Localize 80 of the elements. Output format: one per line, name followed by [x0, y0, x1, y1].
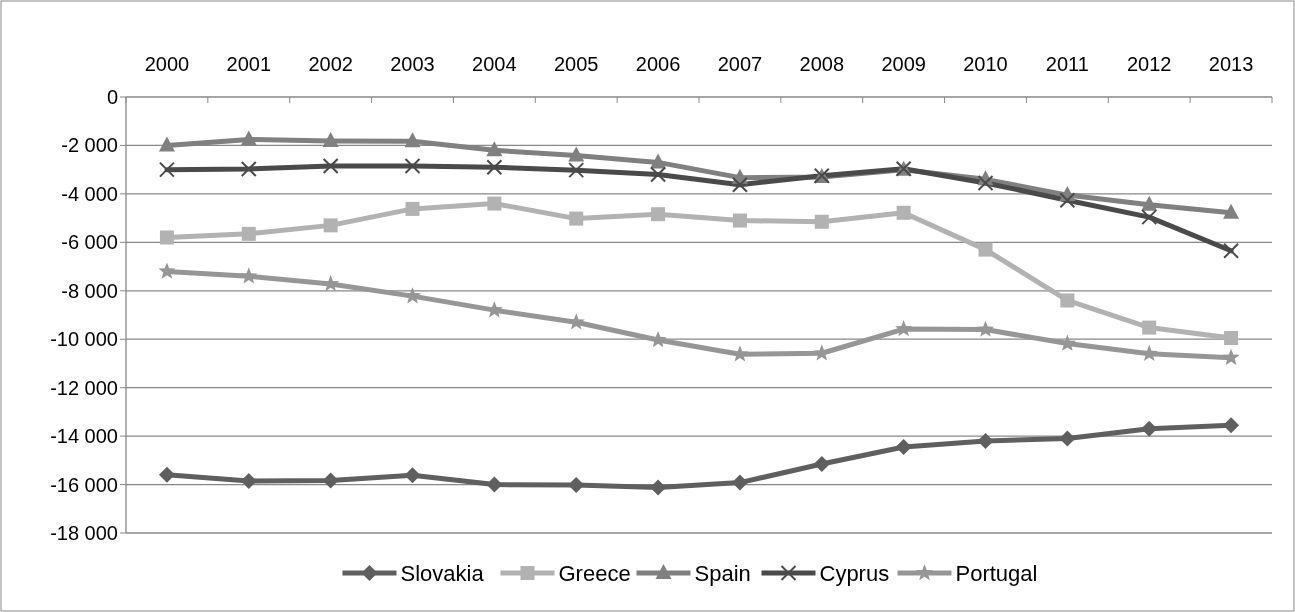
legend-label: Slovakia [400, 560, 485, 586]
point [650, 153, 667, 169]
point [322, 472, 339, 489]
point [650, 166, 667, 183]
point [568, 146, 585, 162]
point [731, 176, 748, 193]
point [1141, 195, 1158, 211]
point [1059, 192, 1076, 209]
x-tick-label: 2011 [1045, 53, 1089, 75]
point [486, 141, 503, 157]
x-tick-label: 2012 [1126, 53, 1172, 75]
y-tick-label: -10 000 [50, 328, 118, 351]
point [568, 162, 585, 179]
y-tick-label: -8 000 [61, 279, 118, 302]
point [895, 320, 913, 337]
point [405, 201, 420, 216]
legend-label: Portugal [955, 560, 1038, 586]
point [240, 130, 257, 146]
x-tick-label: 2001 [226, 53, 272, 75]
point [1060, 293, 1075, 308]
y-tick-label: -2 000 [61, 134, 118, 157]
point [1223, 417, 1240, 434]
point [1059, 430, 1076, 447]
point [159, 230, 174, 245]
point [1224, 331, 1239, 346]
point [1223, 242, 1240, 259]
point [158, 136, 175, 152]
x-tick-label: 2007 [717, 53, 763, 75]
y-tick-label: 0 [106, 86, 118, 108]
y-tick-label: -4 000 [61, 182, 118, 205]
y-tick-label: -16 000 [50, 473, 118, 496]
point [977, 432, 994, 449]
x-tick-label: 2013 [1208, 53, 1254, 75]
point [404, 158, 421, 175]
point [322, 158, 339, 175]
point [895, 439, 912, 456]
x-tick-label: 2000 [144, 53, 190, 75]
point [731, 474, 748, 491]
legend-label: Cyprus [819, 560, 890, 586]
point [240, 160, 257, 177]
point [404, 132, 421, 148]
point [650, 479, 667, 496]
y-tick-label: -14 000 [50, 425, 118, 448]
x-tick-label: 2003 [390, 53, 435, 75]
x-tick-label: 2006 [635, 53, 681, 75]
point [323, 218, 338, 233]
point [1222, 348, 1240, 365]
point [1142, 320, 1157, 335]
legend-label: Spain [694, 560, 751, 586]
point [240, 267, 258, 284]
point [486, 476, 503, 493]
point [813, 455, 830, 472]
point [977, 174, 994, 191]
point [487, 196, 502, 211]
point [976, 320, 995, 337]
x-tick-label: 2005 [553, 53, 599, 75]
x-tick-label: 2002 [308, 53, 353, 75]
point [732, 213, 747, 228]
point [158, 466, 175, 483]
point [158, 262, 176, 279]
point [651, 207, 666, 222]
point [978, 242, 993, 257]
point [896, 205, 911, 220]
legend-label: Greece [558, 560, 631, 586]
y-tick-label: -18 000 [50, 522, 118, 544]
point [1141, 209, 1158, 226]
x-tick-label: 2008 [799, 53, 845, 75]
x-tick-label: 2010 [963, 53, 1008, 75]
x-tick-label: 2009 [881, 53, 926, 75]
point [404, 467, 421, 484]
x-tick-label: 2004 [472, 53, 517, 75]
y-tick-label: -6 000 [61, 231, 118, 254]
y-tick-label: -12 000 [50, 376, 118, 399]
point [241, 226, 256, 241]
point [814, 214, 829, 229]
point [158, 161, 175, 178]
point [322, 132, 339, 148]
point [569, 211, 584, 226]
point [486, 159, 503, 176]
point [1223, 203, 1240, 219]
